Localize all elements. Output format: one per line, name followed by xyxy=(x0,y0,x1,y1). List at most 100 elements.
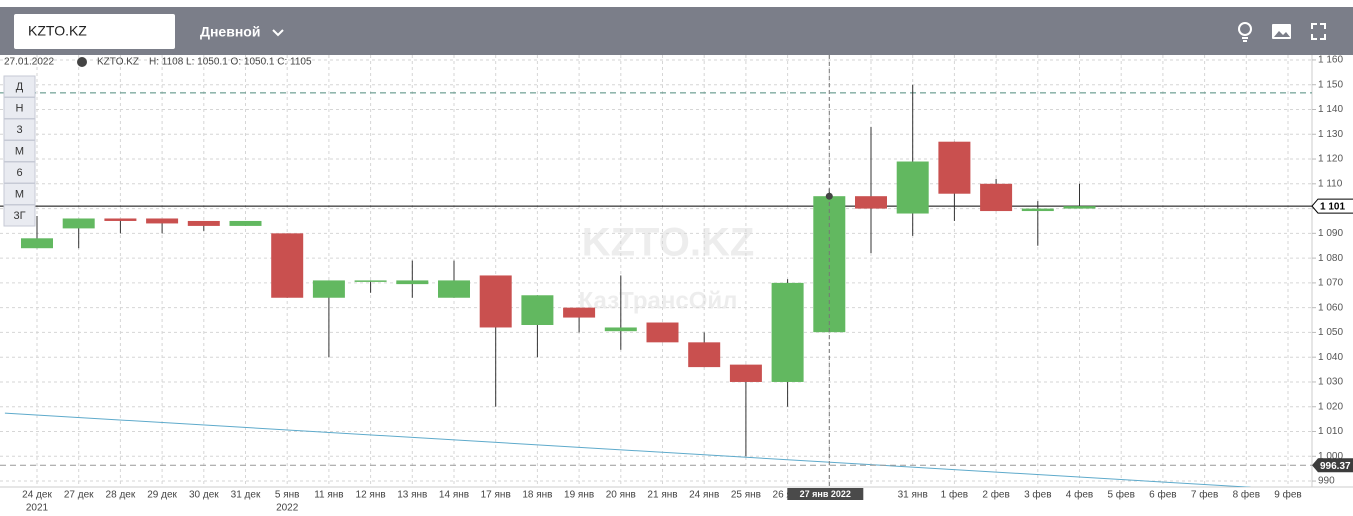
y-tick-label: 1 050 xyxy=(1318,327,1343,338)
x-tick-label: 24 янв xyxy=(689,490,719,501)
candle-body xyxy=(521,295,554,325)
y-tick-label: 1 060 xyxy=(1318,302,1343,313)
candle-body xyxy=(729,364,762,382)
price-label: 996.37 xyxy=(1320,461,1351,472)
y-tick-label: 1 010 xyxy=(1318,426,1343,437)
candle-body xyxy=(604,327,637,332)
y-tick-label: 1 160 xyxy=(1318,55,1343,66)
info-ohlc: H: 1108 L: 1050.1 O: 1050.1 C: 1105 xyxy=(149,57,312,68)
candle-body xyxy=(354,280,387,282)
candle-body xyxy=(479,275,512,328)
x-tick-label: 13 янв xyxy=(397,490,427,501)
info-dot xyxy=(77,57,87,67)
x-tick-label: 29 дек xyxy=(147,490,177,501)
candle-body xyxy=(271,233,304,298)
crosshair-label: 27 янв 2022 xyxy=(800,489,851,499)
candle-body xyxy=(396,280,429,285)
x-tick-label: 14 янв xyxy=(439,490,469,501)
y-tick-label: 990 xyxy=(1318,476,1335,487)
y-tick-label: 1 130 xyxy=(1318,129,1343,140)
y-tick-label: 1 120 xyxy=(1318,154,1343,165)
period-button-label: Н xyxy=(16,102,24,114)
x-tick-label: 18 янв xyxy=(522,490,552,501)
fullscreen-icon[interactable] xyxy=(1311,23,1326,40)
crosshair-dot xyxy=(825,192,833,200)
candle-body xyxy=(1021,208,1054,212)
x-tick-label: 5 янв xyxy=(275,490,300,501)
x-year-label: 2022 xyxy=(276,503,299,514)
x-tick-label: 24 дек xyxy=(22,490,52,501)
y-tick-label: 1 150 xyxy=(1318,79,1343,90)
x-tick-label: 20 янв xyxy=(606,490,636,501)
info-date: 27.01.2022 xyxy=(4,57,54,68)
candle-body xyxy=(646,322,679,343)
candle-body xyxy=(62,218,95,229)
x-tick-label: 19 янв xyxy=(564,490,594,501)
dropdown-arrow[interactable] xyxy=(272,29,284,37)
price-label-box xyxy=(1312,458,1353,473)
symbol-input[interactable] xyxy=(14,14,175,49)
info-symbol: KZTO.KZ xyxy=(97,57,139,68)
candle-body xyxy=(438,280,470,298)
idea-icon[interactable] xyxy=(1238,22,1252,42)
y-tick-label: 1 070 xyxy=(1318,278,1343,289)
x-tick-label: 2 фев xyxy=(982,489,1009,501)
y-tick-label: 1 140 xyxy=(1318,104,1343,115)
candle-body xyxy=(771,282,804,382)
watermark-title: KZTO.KZ xyxy=(582,221,755,265)
toolbar xyxy=(0,7,1353,55)
x-tick-label: 17 янв xyxy=(481,490,511,501)
x-tick-label: 27 дек xyxy=(64,490,94,501)
y-tick-label: 1 080 xyxy=(1318,253,1343,264)
y-tick-label: 1 030 xyxy=(1318,377,1343,388)
candle-body xyxy=(855,196,887,209)
y-tick-label: 1 040 xyxy=(1318,352,1343,363)
candle-body xyxy=(229,220,262,226)
period-button-label: 3Г xyxy=(13,210,25,222)
candle-body xyxy=(187,220,220,226)
candle-body xyxy=(21,238,53,249)
crosshair-label-box xyxy=(787,488,864,500)
watermark-subtitle: КазТрансОйл xyxy=(579,287,738,314)
x-tick-label: 11 янв xyxy=(314,490,343,501)
price-label-box xyxy=(1311,198,1353,214)
candle-body xyxy=(688,342,721,368)
candle-body xyxy=(938,141,971,194)
x-tick-label: 30 дек xyxy=(189,490,219,501)
x-tick-label: 4 фев xyxy=(1066,489,1093,501)
trend-line xyxy=(4,412,1251,487)
candle-body xyxy=(980,183,1013,212)
y-tick-label: 1 020 xyxy=(1318,401,1343,412)
candle-body xyxy=(896,161,929,214)
candle-body xyxy=(146,218,179,224)
candle-body xyxy=(563,307,596,318)
price-label: 1 101 xyxy=(1320,202,1345,213)
period-button-label: М xyxy=(15,188,24,200)
y-tick-label: 1 000 xyxy=(1318,451,1343,462)
x-year-label: 2021 xyxy=(26,503,49,514)
x-tick-label: 31 дек xyxy=(231,490,261,501)
y-tick-label: 1 110 xyxy=(1318,178,1343,189)
y-tick-label: 1 090 xyxy=(1318,228,1343,239)
period-button-label: М xyxy=(15,145,24,157)
x-tick-label: 9 фев xyxy=(1274,489,1301,501)
x-tick-label: 6 фев xyxy=(1149,489,1176,501)
x-tick-label: 8 фев xyxy=(1233,489,1260,501)
x-tick-label: 7 фев xyxy=(1191,489,1218,501)
candle-body xyxy=(312,280,345,298)
period-button[interactable] xyxy=(3,204,36,227)
x-tick-label: 12 янв xyxy=(356,490,386,501)
interval-select[interactable]: Дневной xyxy=(200,24,260,40)
x-tick-label: 21 янв xyxy=(647,490,677,501)
period-button-label: Д xyxy=(16,81,24,93)
period-button-label: 6 xyxy=(16,167,22,179)
candle-body xyxy=(104,218,137,221)
x-tick-label: 28 дек xyxy=(106,490,136,501)
symbol-text: KZTO.KZ xyxy=(28,23,87,39)
candle-body xyxy=(1063,206,1096,209)
x-tick-label: 5 фев xyxy=(1107,489,1134,501)
snapshot-icon[interactable] xyxy=(1272,24,1291,39)
x-tick-label: 25 янв xyxy=(731,490,761,501)
